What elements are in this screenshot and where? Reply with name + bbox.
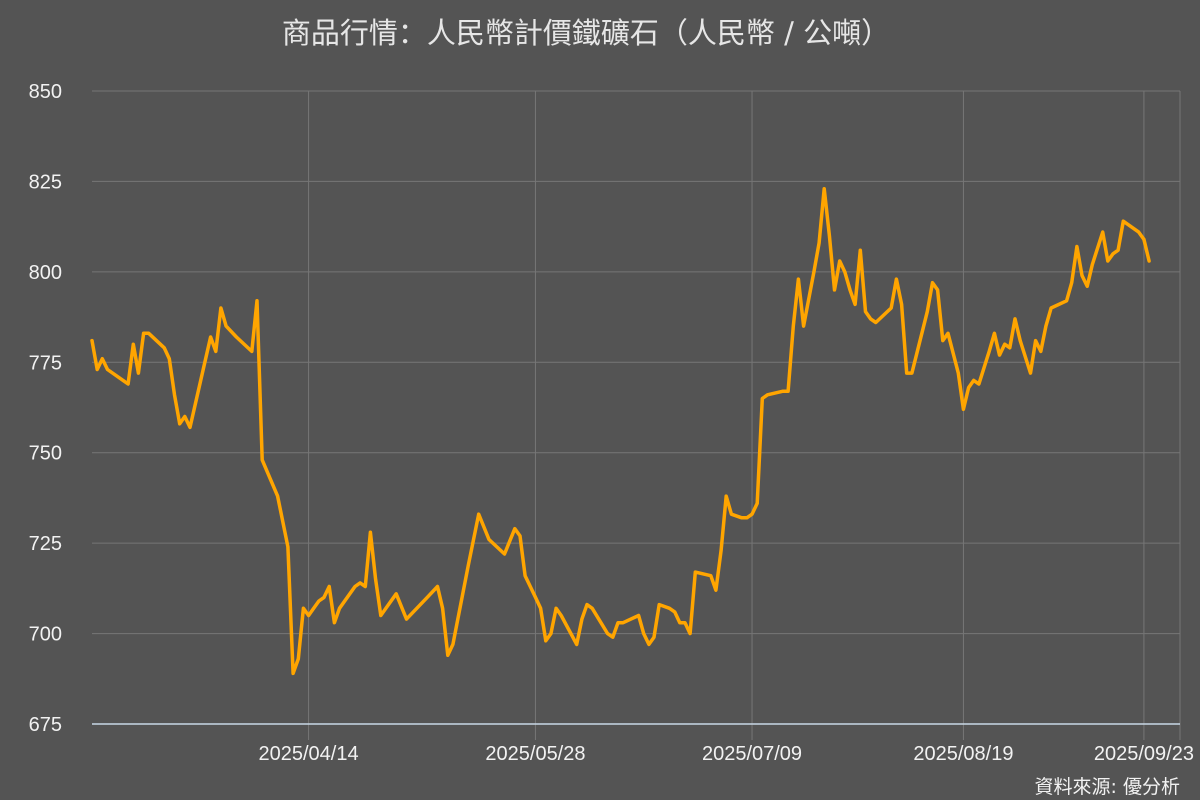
grid-layer (92, 90, 1181, 740)
y-tick-label: 750 (29, 443, 62, 465)
x-tick-label: 2025/09/23 (1094, 743, 1194, 765)
series-line (90, 186, 1151, 676)
series-layer (90, 186, 1151, 676)
y-tick-label: 800 (29, 262, 62, 284)
y-tick-label: 825 (29, 171, 62, 193)
source-note: 資料來源: 優分析 (1035, 776, 1180, 798)
tick-layer: 675 700 725 750 775 800 825 850 2025/04/14 2025/0… (29, 81, 1194, 765)
y-tick-label: 850 (29, 81, 62, 103)
y-tick-label: 775 (29, 352, 62, 374)
x-tick-label: 2025/07/09 (702, 743, 802, 765)
y-tick-label: 725 (29, 533, 62, 555)
x-tick-label: 2025/08/19 (913, 743, 1013, 765)
y-tick-label: 675 (29, 714, 62, 736)
x-tick-label: 2025/05/28 (485, 743, 585, 765)
x-tick-label: 2025/04/14 (259, 743, 359, 765)
chart-title: 商品行情：人民幣計價鐵礦石（人民幣 / 公噸） (282, 16, 890, 50)
y-tick-label: 700 (29, 624, 62, 646)
